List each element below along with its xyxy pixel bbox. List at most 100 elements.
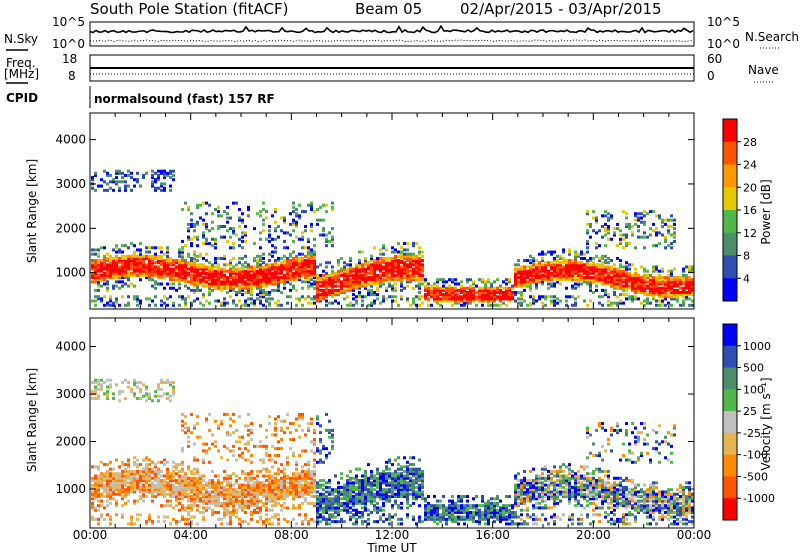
heatmap-cell	[208, 282, 211, 286]
heatmap-cell	[373, 278, 376, 282]
heatmap-cell	[280, 479, 283, 483]
heatmap-cell	[190, 495, 193, 499]
heatmap-cell	[106, 263, 109, 267]
heatmap-cell	[295, 481, 298, 485]
heatmap-cell	[130, 176, 133, 180]
heatmap-cell	[295, 276, 298, 280]
heatmap-cell	[589, 235, 592, 239]
heatmap-cell	[184, 415, 187, 419]
heatmap-cell	[121, 273, 124, 277]
heatmap-cell	[277, 479, 280, 483]
heatmap-cell	[607, 227, 610, 231]
heatmap-cell	[319, 280, 322, 284]
heatmap-cell	[238, 447, 241, 451]
heatmap-cell	[283, 286, 286, 290]
heatmap-cell	[259, 301, 262, 305]
heatmap-cell	[142, 483, 145, 487]
heatmap-cell	[514, 280, 517, 284]
heatmap-cell	[361, 492, 364, 496]
heatmap-cell	[571, 303, 574, 307]
heatmap-cell	[247, 265, 250, 269]
heatmap-cell	[172, 517, 175, 521]
heatmap-cell	[187, 207, 190, 211]
heatmap-cell	[535, 259, 538, 263]
heatmap-cell	[124, 254, 127, 258]
heatmap-cell	[556, 271, 559, 275]
heatmap-cell	[289, 422, 292, 426]
heatmap-cell	[550, 271, 553, 275]
heatmap-cell	[595, 288, 598, 292]
heatmap-cell	[373, 299, 376, 303]
heatmap-cell	[217, 276, 220, 280]
heatmap-cell	[652, 278, 655, 282]
heatmap-cell	[355, 510, 358, 514]
heatmap-cell	[349, 263, 352, 267]
heatmap-cell	[175, 288, 178, 292]
heatmap-cell	[277, 259, 280, 263]
heatmap-cell	[379, 273, 382, 277]
heatmap-cell	[217, 495, 220, 499]
heatmap-cell	[319, 293, 322, 297]
heatmap-cell	[406, 276, 409, 280]
heatmap-cell	[541, 301, 544, 305]
heatmap-cell	[262, 501, 265, 505]
heatmap-cell	[322, 495, 325, 499]
heatmap-cell	[289, 492, 292, 496]
heatmap-cell	[130, 265, 133, 269]
heatmap-cell	[157, 276, 160, 280]
heatmap-cell	[667, 218, 670, 222]
heatmap-cell	[553, 301, 556, 305]
heatmap-cell	[373, 267, 376, 271]
heatmap-cell	[226, 269, 229, 273]
heatmap-cell	[214, 504, 217, 508]
heatmap-cell	[322, 273, 325, 277]
heatmap-cell	[115, 273, 118, 277]
heatmap-cell	[256, 485, 259, 489]
heatmap-cell	[130, 261, 133, 265]
heatmap-cell	[97, 276, 100, 280]
heatmap-cell	[106, 474, 109, 478]
colorbar-swatch	[723, 255, 737, 279]
heatmap-cell	[247, 449, 250, 453]
heatmap-cell	[625, 261, 628, 265]
heatmap-cell	[313, 271, 316, 275]
heatmap-cell	[211, 278, 214, 282]
heatmap-cell	[316, 515, 319, 519]
heatmap-cell	[211, 501, 214, 505]
heatmap-cell	[247, 440, 250, 444]
heatmap-cell	[592, 267, 595, 271]
heatmap-cell	[361, 267, 364, 271]
heatmap-cell	[268, 495, 271, 499]
heatmap-cell	[208, 483, 211, 487]
heatmap-cell	[391, 295, 394, 299]
heatmap-cell	[304, 463, 307, 467]
heatmap-cell	[229, 485, 232, 489]
heatmap-cell	[232, 453, 235, 457]
heatmap-cell	[181, 506, 184, 510]
heatmap-cell	[349, 469, 352, 473]
heatmap-cell	[598, 265, 601, 269]
heatmap-cell	[673, 222, 676, 226]
heatmap-cell	[583, 267, 586, 271]
heatmap-cell	[115, 499, 118, 503]
heatmap-cell	[265, 237, 268, 241]
heatmap-cell	[181, 250, 184, 254]
heatmap-cell	[187, 252, 190, 256]
heatmap-cell	[652, 267, 655, 271]
heatmap-cell	[139, 479, 142, 483]
heatmap-cell	[421, 267, 424, 271]
heatmap-cell	[265, 453, 268, 457]
heatmap-cell	[379, 265, 382, 269]
heatmap-cell	[493, 303, 496, 307]
heatmap-cell	[262, 483, 265, 487]
heatmap-cell	[223, 488, 226, 492]
heatmap-cell	[184, 506, 187, 510]
heatmap-cell	[232, 246, 235, 250]
heatmap-cell	[133, 297, 136, 301]
heatmap-cell	[271, 522, 274, 526]
heatmap-cell	[676, 297, 679, 301]
heatmap-cell	[175, 520, 178, 524]
heatmap-cell	[352, 282, 355, 286]
heatmap-cell	[145, 458, 148, 462]
heatmap-cell	[355, 499, 358, 503]
